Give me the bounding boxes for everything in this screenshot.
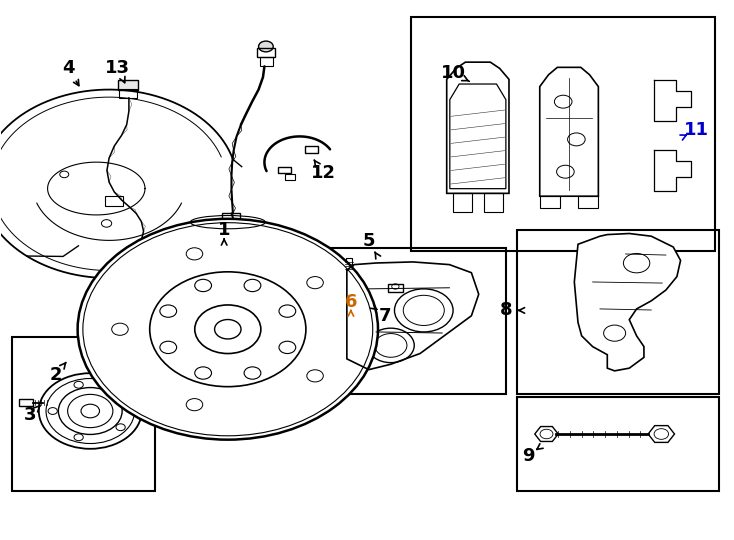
Circle shape <box>195 305 261 354</box>
Text: 10: 10 <box>441 64 466 83</box>
Bar <box>118 80 139 90</box>
Polygon shape <box>535 427 559 442</box>
Circle shape <box>214 320 241 339</box>
Circle shape <box>603 325 625 341</box>
Circle shape <box>367 328 414 363</box>
Bar <box>285 173 295 180</box>
Polygon shape <box>648 426 675 442</box>
Text: 13: 13 <box>106 59 131 77</box>
Circle shape <box>279 341 296 354</box>
Circle shape <box>59 171 69 178</box>
Bar <box>120 89 137 98</box>
Circle shape <box>403 295 444 326</box>
Circle shape <box>48 408 57 414</box>
Text: 3: 3 <box>23 407 36 424</box>
Circle shape <box>244 367 261 379</box>
Circle shape <box>307 276 323 289</box>
Circle shape <box>112 323 128 335</box>
Circle shape <box>74 381 83 388</box>
Circle shape <box>59 388 122 435</box>
Circle shape <box>160 341 177 354</box>
Circle shape <box>258 41 273 52</box>
Text: 6: 6 <box>345 293 357 312</box>
Circle shape <box>150 272 306 387</box>
Bar <box>305 248 506 394</box>
Bar <box>411 17 715 251</box>
Bar <box>255 264 272 271</box>
Bar <box>453 193 472 212</box>
Text: 7: 7 <box>379 307 391 325</box>
Bar <box>257 48 275 57</box>
Circle shape <box>556 165 574 178</box>
Bar <box>222 213 240 221</box>
Circle shape <box>567 133 585 146</box>
Circle shape <box>81 404 100 418</box>
Circle shape <box>78 219 378 440</box>
Bar <box>517 230 719 394</box>
Circle shape <box>160 305 177 318</box>
Circle shape <box>74 434 83 441</box>
Bar <box>344 269 355 280</box>
Circle shape <box>39 373 142 449</box>
Text: 2: 2 <box>49 366 62 384</box>
Circle shape <box>307 370 323 382</box>
Polygon shape <box>539 68 598 196</box>
Bar <box>260 57 273 66</box>
Bar <box>12 338 155 491</box>
Bar <box>539 196 560 208</box>
Text: 11: 11 <box>684 121 709 139</box>
Circle shape <box>374 334 407 357</box>
Bar <box>305 146 318 153</box>
Circle shape <box>623 253 650 273</box>
Polygon shape <box>574 233 680 371</box>
Bar <box>106 195 123 206</box>
Text: 5: 5 <box>362 232 375 251</box>
Circle shape <box>195 279 211 292</box>
Text: 4: 4 <box>62 59 74 77</box>
Bar <box>277 166 291 173</box>
Text: 12: 12 <box>310 164 335 182</box>
Circle shape <box>116 424 126 430</box>
Text: 9: 9 <box>522 447 534 465</box>
Bar <box>85 300 103 309</box>
Circle shape <box>279 305 296 318</box>
Bar <box>517 396 719 491</box>
Bar <box>484 193 503 212</box>
Polygon shape <box>450 84 506 188</box>
Circle shape <box>68 394 113 428</box>
Circle shape <box>244 279 261 292</box>
Bar <box>224 221 237 229</box>
Text: 1: 1 <box>218 221 230 239</box>
Text: 8: 8 <box>500 301 512 319</box>
Circle shape <box>101 220 112 227</box>
Circle shape <box>195 367 211 379</box>
Bar <box>388 285 403 292</box>
Bar <box>19 399 32 407</box>
Circle shape <box>394 289 453 332</box>
Circle shape <box>186 399 203 411</box>
Bar <box>578 196 598 208</box>
Circle shape <box>554 95 572 108</box>
Circle shape <box>186 248 203 260</box>
Bar <box>346 258 352 269</box>
Circle shape <box>116 392 126 398</box>
Polygon shape <box>447 62 509 193</box>
Circle shape <box>46 379 134 443</box>
